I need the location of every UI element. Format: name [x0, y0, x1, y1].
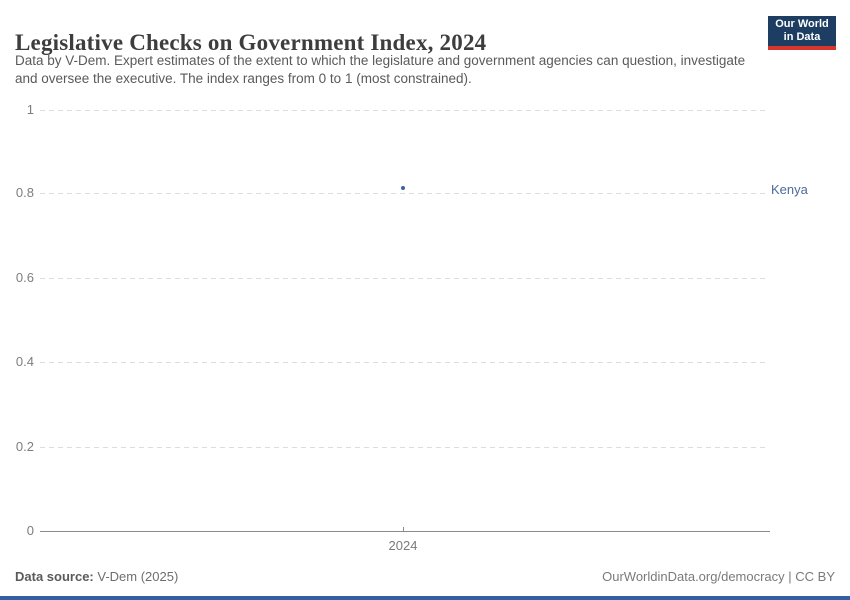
- data-source-note: Data source: V-Dem (2025): [15, 569, 178, 584]
- chart-subtitle: Data by V-Dem. Expert estimates of the e…: [15, 52, 760, 88]
- gridline: [40, 362, 766, 363]
- y-axis-label-0: 0: [26, 523, 34, 538]
- gridline: [40, 110, 766, 111]
- x-axis-label-2024: 2024: [388, 538, 418, 553]
- owid-logo[interactable]: Our World in Data: [768, 16, 836, 50]
- subtitle-line-1: Data by V-Dem. Expert estimates of the e…: [15, 53, 677, 68]
- y-axis-label-1: 1: [26, 102, 34, 117]
- bottom-accent-bar: [0, 596, 850, 600]
- y-axis-label-0-4: 0.4: [15, 354, 34, 369]
- x-axis-row: 0: [0, 523, 770, 539]
- gridline-row-0-2: 0.2: [0, 439, 770, 455]
- owid-logo-line2: in Data: [783, 31, 821, 43]
- x-axis-tick: [403, 527, 404, 531]
- gridline-row-0-6: 0.6: [0, 270, 770, 286]
- data-source-value: V-Dem (2025): [97, 569, 179, 584]
- y-axis-label-0-6: 0.6: [15, 270, 34, 285]
- x-axis-line: [40, 531, 770, 532]
- data-source-label: Data source:: [15, 569, 94, 584]
- gridline-row-0-8: 0.8: [0, 185, 770, 201]
- credit-link[interactable]: OurWorldinData.org/democracy | CC BY: [602, 569, 835, 584]
- subtitle-line-2: investigate and oversee the executive. T…: [15, 53, 746, 86]
- gridline: [40, 278, 766, 279]
- gridline: [40, 447, 766, 448]
- data-point-kenya[interactable]: [401, 186, 405, 190]
- owid-logo-line1: Our World: [775, 18, 829, 30]
- gridline: [40, 193, 766, 194]
- entity-label-kenya[interactable]: Kenya: [771, 182, 808, 197]
- y-axis-label-0-8: 0.8: [15, 185, 34, 200]
- gridline-row-0-4: 0.4: [0, 354, 770, 370]
- gridline-row-1: 1: [0, 102, 770, 118]
- page-title: Legislative Checks on Government Index, …: [15, 30, 487, 56]
- y-axis-label-0-2: 0.2: [15, 439, 34, 454]
